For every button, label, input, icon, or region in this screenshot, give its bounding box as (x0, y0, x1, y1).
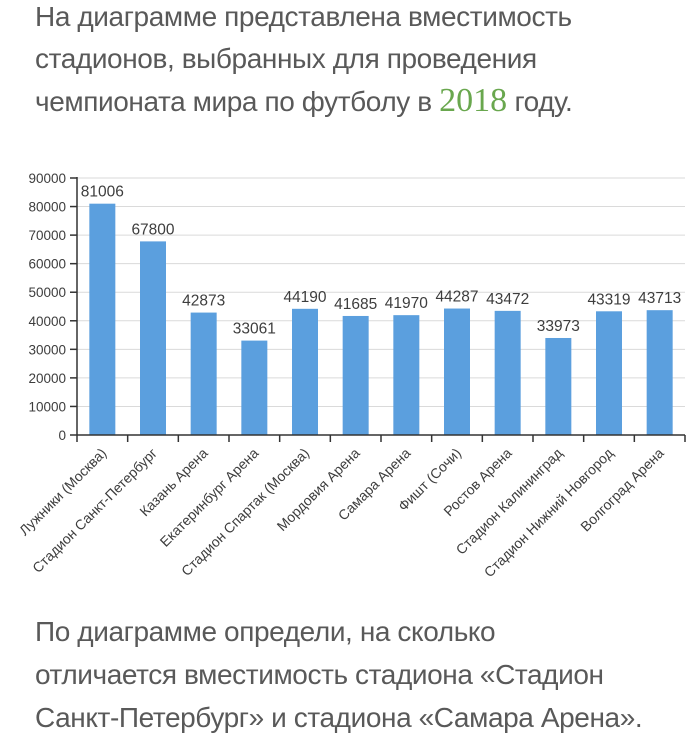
bar-value-label: 44190 (283, 289, 326, 306)
bar (241, 340, 268, 435)
bar-value-label: 41970 (385, 295, 428, 312)
bar-value-label: 43319 (587, 291, 630, 308)
question-line: По диаграмме определи, на сколько (35, 616, 496, 647)
chart-region: 0 10000 20000 30000 40000 50000 60000 70000 8000… (0, 160, 700, 605)
y-tick-label: 10000 (28, 399, 66, 414)
y-tick-label: 90000 (28, 171, 66, 186)
question-paragraph: По диаграмме определи, на сколько отлича… (35, 610, 680, 739)
intro-line3-before: чемпионата мира по футболу в (35, 86, 440, 117)
y-tick-label: 30000 (28, 342, 66, 357)
bar (646, 310, 673, 435)
intro-line: На диаграмме представлена вместимость (35, 1, 572, 32)
intro-paragraph: На диаграмме представлена вместимость ст… (35, 0, 680, 123)
bar (89, 203, 116, 435)
bar (444, 308, 470, 435)
y-tick-label: 80000 (28, 200, 66, 215)
bar (494, 310, 521, 435)
intro-line3-after: году. (507, 86, 573, 117)
bar-value-label: 43713 (638, 290, 681, 307)
bar-value-label: 42873 (182, 293, 225, 310)
y-tick-label: 0 (58, 428, 66, 443)
year-highlight: 2018 (439, 82, 508, 119)
bar (140, 241, 166, 435)
bar-value-label: 33973 (537, 318, 580, 335)
y-tick-label: 70000 (28, 228, 66, 243)
y-tick-label: 60000 (28, 257, 66, 272)
y-tick-label: 50000 (28, 285, 66, 300)
bar (596, 311, 622, 435)
bar-value-label: 44287 (435, 289, 478, 306)
bar (545, 337, 572, 435)
bar (393, 315, 420, 435)
bar-value-label: 81006 (81, 184, 124, 201)
bar-chart: 0 10000 20000 30000 40000 50000 60000 70000 8000… (16, 171, 686, 580)
bar (292, 308, 318, 435)
category-label: Екатеринбург Арена (157, 445, 262, 550)
category-label: Лужники (Москва) (16, 445, 110, 539)
bar-value-label: 67800 (131, 221, 174, 238)
bar-value-label: 33061 (233, 321, 276, 338)
question-line: Санкт-Петербург» и стадиона «Самара Арен… (35, 702, 643, 733)
bar-value-label: 43472 (486, 291, 529, 308)
y-tick-label: 40000 (28, 314, 66, 329)
y-tick-label: 20000 (28, 371, 66, 386)
bar (190, 312, 217, 435)
bar-value-label: 41685 (334, 296, 377, 313)
intro-line: чемпионата мира по футболу в 2018 году. (35, 80, 680, 123)
question-line: отличается вместимость стадиона «Стадион (35, 659, 604, 690)
bar (342, 315, 369, 435)
intro-line: стадионов, выбранных для проведения (35, 43, 537, 74)
